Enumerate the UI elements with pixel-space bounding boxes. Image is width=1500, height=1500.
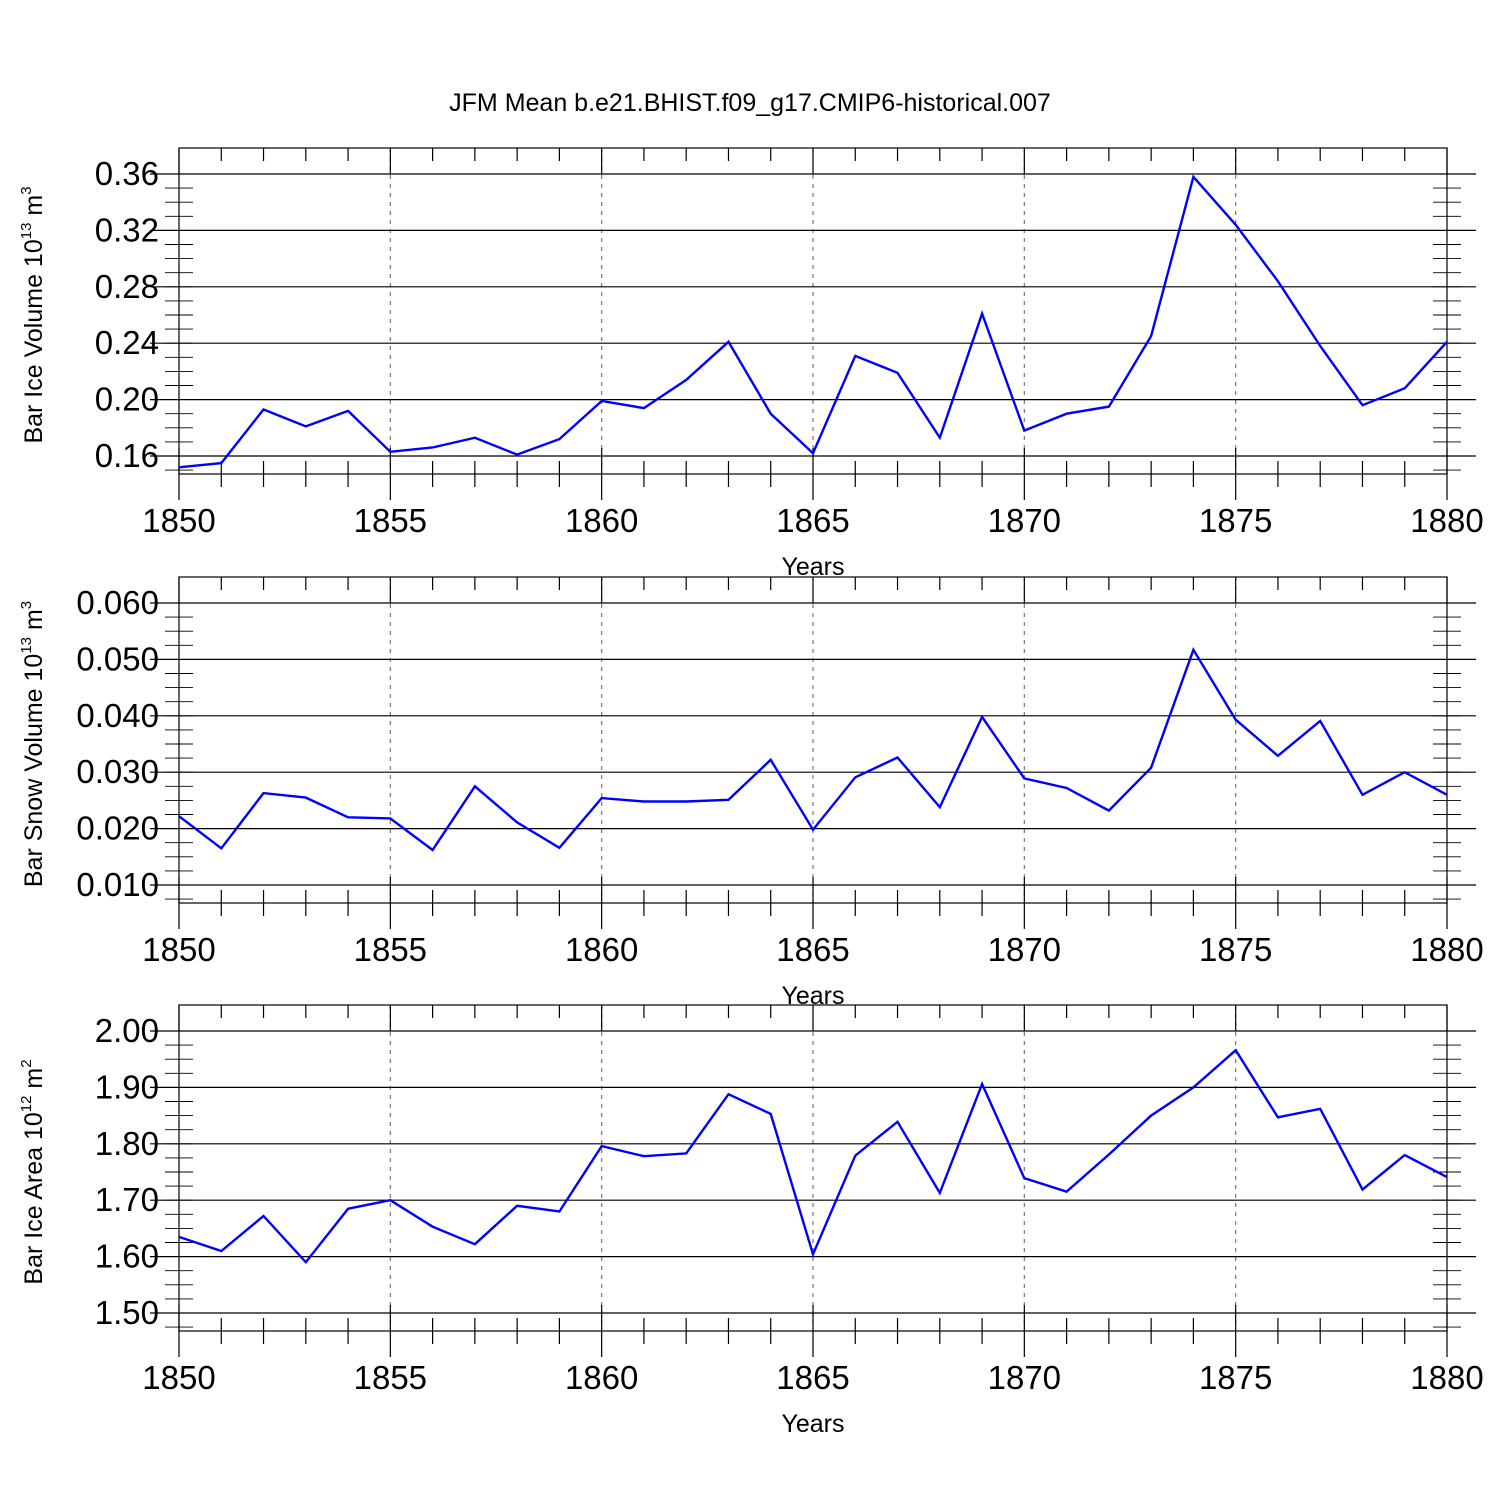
y-tick-label: 1.60 bbox=[95, 1238, 159, 1275]
x-tick-label: 1880 bbox=[1410, 1359, 1483, 1396]
x-tick-label: 1875 bbox=[1199, 502, 1272, 539]
panels-group: 0.16 0.20 0.24 0.28 0.32 0.36 1850 1855 1860 1865… bbox=[18, 147, 1484, 1438]
y-tick-label: 0.32 bbox=[95, 211, 159, 248]
y-axis-title: Bar Ice Area 1012 m2 bbox=[18, 1059, 48, 1284]
y-tick-label: 0.20 bbox=[95, 381, 159, 418]
y-tick-label: 1.50 bbox=[95, 1294, 159, 1331]
series-line bbox=[178, 174, 1448, 469]
x-tick-label: 1865 bbox=[776, 502, 849, 539]
x-tick-label: 1855 bbox=[354, 502, 427, 539]
y-tick-label: 0.040 bbox=[76, 697, 159, 734]
y-axis-title: Bar Ice Volume 1013 m3 bbox=[18, 186, 48, 443]
x-tick-label: 1870 bbox=[988, 1359, 1061, 1396]
chart-title: JFM Mean b.e21.BHIST.f09_g17.CMIP6-histo… bbox=[449, 89, 1051, 117]
y-tick-label: 1.70 bbox=[95, 1181, 159, 1218]
panel-3: 1.50 1.60 1.70 1.80 1.90 2.00 1850 1855 1860 1865… bbox=[18, 1004, 1484, 1438]
x-tick-label: 1870 bbox=[988, 931, 1061, 968]
y-tick-label: 0.16 bbox=[95, 437, 159, 474]
y-axis-title: Bar Snow Volume 1013 m3 bbox=[18, 601, 48, 887]
series-line bbox=[178, 647, 1448, 852]
x-tick-label: 1875 bbox=[1199, 1359, 1272, 1396]
y-tick-label: 0.010 bbox=[76, 866, 159, 903]
y-tick-label: 1.90 bbox=[95, 1068, 159, 1105]
x-axis-title: Years bbox=[781, 1410, 844, 1438]
x-tick-label: 1860 bbox=[565, 931, 638, 968]
y-tick-label: 0.36 bbox=[95, 155, 159, 192]
y-tick-label: 0.24 bbox=[95, 324, 159, 361]
y-tick-label: 0.28 bbox=[95, 268, 159, 305]
y-tick-label: 0.020 bbox=[76, 810, 159, 847]
x-tick-label: 1860 bbox=[565, 1359, 638, 1396]
x-tick-label: 1865 bbox=[776, 1359, 849, 1396]
x-tick-label: 1850 bbox=[142, 931, 215, 968]
y-tick-label: 1.80 bbox=[95, 1125, 159, 1162]
x-tick-label: 1860 bbox=[565, 502, 638, 539]
x-tick-label: 1880 bbox=[1410, 502, 1483, 539]
x-tick-label: 1875 bbox=[1199, 931, 1272, 968]
x-tick-label: 1850 bbox=[142, 1359, 215, 1396]
y-tick-label: 0.030 bbox=[76, 753, 159, 790]
y-tick-label: 0.060 bbox=[76, 584, 159, 621]
y-tick-label: 2.00 bbox=[95, 1012, 159, 1049]
x-axis-title: Years bbox=[781, 553, 844, 581]
x-tick-label: 1850 bbox=[142, 502, 215, 539]
y-tick-label: 0.050 bbox=[76, 640, 159, 677]
x-tick-label: 1855 bbox=[354, 931, 427, 968]
series-line bbox=[178, 1048, 1448, 1265]
x-tick-label: 1870 bbox=[988, 502, 1061, 539]
panel-2: 0.010 0.020 0.030 0.040 0.050 0.060 1850 1855 18… bbox=[18, 576, 1484, 1010]
x-tick-label: 1865 bbox=[776, 931, 849, 968]
x-tick-label: 1855 bbox=[354, 1359, 427, 1396]
panel-1: 0.16 0.20 0.24 0.28 0.32 0.36 1850 1855 1860 1865… bbox=[18, 147, 1484, 581]
x-tick-label: 1880 bbox=[1410, 931, 1483, 968]
